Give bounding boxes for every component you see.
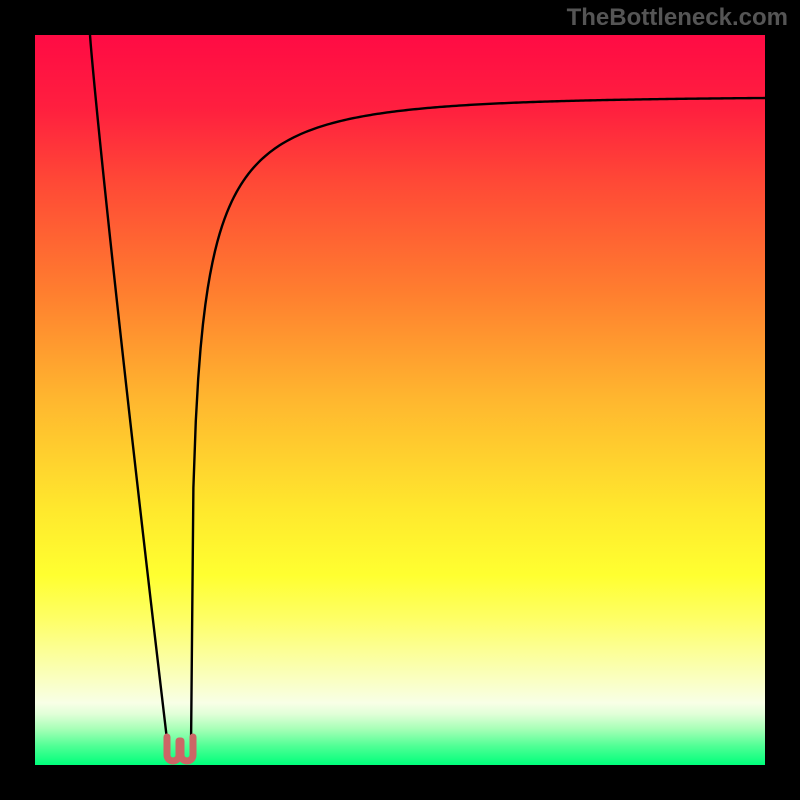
watermark-text: TheBottleneck.com bbox=[567, 4, 788, 32]
gradient-background bbox=[35, 35, 765, 765]
bottleneck-chart bbox=[0, 0, 800, 800]
chart-container: TheBottleneck.com bbox=[0, 0, 800, 800]
